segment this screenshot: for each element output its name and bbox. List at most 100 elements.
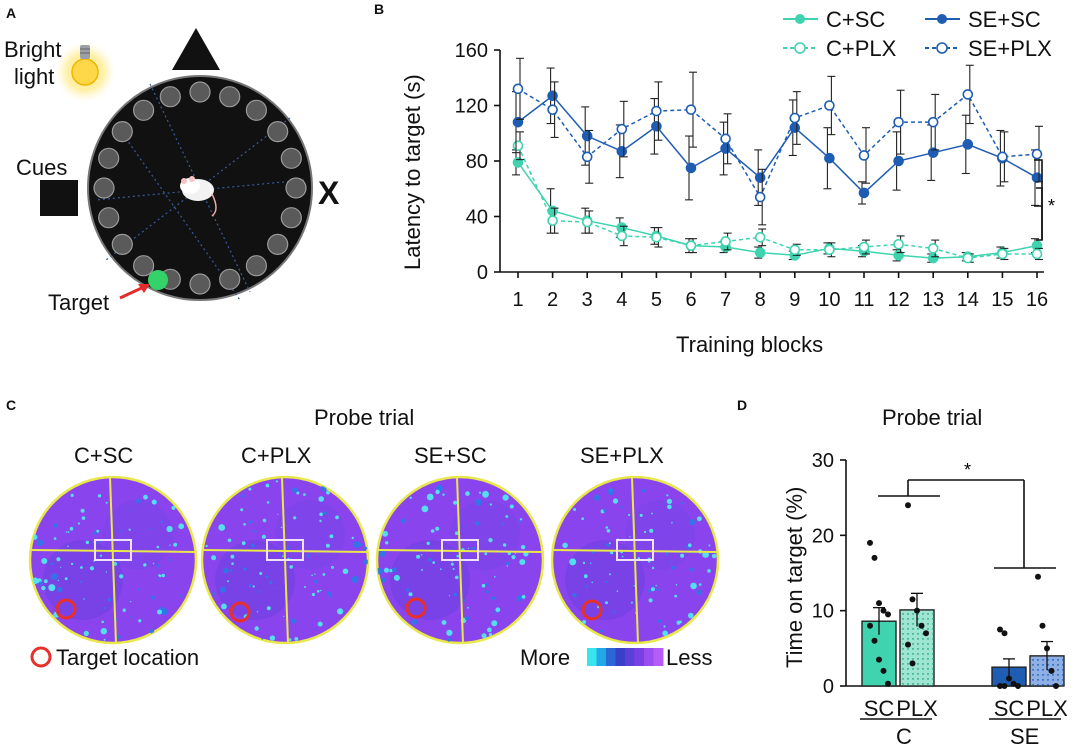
maze-hole — [189, 273, 211, 295]
heat-scale — [587, 648, 664, 666]
maze-hole — [189, 81, 211, 103]
data-point — [616, 123, 628, 135]
individual-point — [997, 683, 1003, 689]
heat-map-0 — [28, 475, 198, 645]
maze-hole — [245, 99, 267, 121]
data-point — [858, 187, 870, 199]
d-y-tick-label: 10 — [812, 601, 834, 623]
panel-a: Bright light Cues X Target — [4, 28, 340, 315]
data-point — [754, 247, 766, 258]
d-significance-star: * — [964, 460, 971, 480]
panel-d-chart: Probe trial 0 10 20 30 Time on target (%) S… — [782, 405, 1068, 749]
square-cue-icon — [40, 180, 78, 216]
mouse-icon — [180, 176, 217, 217]
data-point — [997, 248, 1008, 260]
b-significance-star: * — [1048, 196, 1055, 216]
data-point — [927, 116, 939, 128]
target-hole — [148, 270, 168, 290]
data-point — [1031, 172, 1043, 183]
data-point — [962, 89, 974, 100]
data-point — [858, 241, 870, 253]
legend-se-sc: SE+SC — [968, 7, 1041, 32]
individual-point — [1035, 573, 1041, 580]
data-point — [824, 152, 835, 164]
maze-hole — [133, 255, 155, 277]
d-significance-bracket: * — [878, 460, 1056, 569]
d-bar-0: SC — [861, 539, 897, 721]
b-x-tick-label: 3 — [582, 289, 593, 311]
panel-label-c: C — [6, 397, 16, 413]
maze-hole — [245, 255, 267, 277]
light-bulb-icon — [55, 42, 115, 102]
scale-swatch — [644, 648, 654, 666]
b-series-c-plx — [512, 131, 1043, 264]
target-ring — [405, 597, 427, 619]
b-y-tick-label: 120 — [455, 96, 488, 118]
data-point — [927, 252, 939, 264]
map-label-1: C+PLX — [241, 443, 312, 468]
data-point — [720, 236, 731, 247]
scale-swatch — [596, 648, 607, 666]
d-category-label: PLX — [896, 696, 938, 721]
data-point — [858, 150, 870, 161]
maze-hole — [133, 99, 155, 121]
individual-point — [1001, 630, 1008, 637]
heat-map-2 — [375, 475, 545, 645]
target-ring — [55, 598, 77, 620]
b-x-tick-label: 12 — [887, 289, 909, 311]
panel-label-d: D — [737, 397, 747, 413]
d-category-label: PLX — [1026, 696, 1068, 721]
c-title: Probe trial — [314, 405, 414, 430]
data-point — [824, 244, 835, 256]
data-point — [893, 238, 904, 250]
legend-c-sc: C+SC — [826, 7, 885, 32]
scale-swatch — [587, 648, 597, 666]
b-significance-bracket: * — [1034, 159, 1055, 241]
b-series-se-sc — [512, 67, 1043, 206]
data-point — [512, 140, 524, 152]
series-line — [517, 161, 1038, 259]
data-point — [754, 232, 766, 243]
d-group-c: C — [896, 724, 912, 749]
individual-point — [876, 656, 882, 663]
individual-point — [909, 660, 916, 667]
cues-label: Cues — [16, 155, 67, 180]
bright-light-label-1: Bright — [4, 37, 61, 62]
d-category-label: SC — [864, 696, 895, 721]
target-arrow-icon — [138, 284, 150, 293]
data-point — [651, 121, 662, 132]
scale-swatch — [606, 648, 616, 666]
individual-point — [867, 539, 873, 546]
data-point — [651, 105, 662, 117]
data-point — [997, 151, 1008, 163]
b-y-tick-label: 40 — [466, 207, 488, 229]
individual-point — [905, 641, 911, 648]
series-line — [517, 88, 1038, 199]
scale-more-label: More — [520, 645, 570, 670]
b-x-tick-label: 6 — [685, 289, 696, 311]
individual-point — [885, 611, 891, 618]
panel-c: Probe trial C+SC C+PLX SE+SC SE+PLX Targ… — [28, 405, 720, 670]
maze-hole — [267, 121, 289, 143]
triangle-cue-icon — [172, 28, 220, 70]
data-point — [720, 133, 731, 145]
individual-point — [885, 680, 891, 687]
individual-point — [880, 607, 887, 614]
b-x-tick-label: 8 — [755, 289, 766, 311]
d-bar-3: PLX — [1026, 573, 1068, 721]
data-point — [685, 240, 697, 251]
data-point — [962, 139, 974, 150]
d-y-axis-label: Time on target (%) — [782, 487, 807, 668]
individual-point — [1006, 675, 1012, 682]
b-x-tick-label: 16 — [1026, 289, 1048, 311]
scale-swatch — [653, 648, 664, 666]
maze-hole — [280, 207, 302, 229]
data-point — [581, 130, 593, 142]
b-legend: C+SC C+PLX SE+SC SE+PLX — [783, 7, 1052, 61]
maze-hole — [98, 147, 120, 169]
target-ring — [581, 599, 603, 621]
b-y-axis-label: Latency to target (s) — [400, 74, 425, 270]
data-point — [893, 116, 904, 128]
